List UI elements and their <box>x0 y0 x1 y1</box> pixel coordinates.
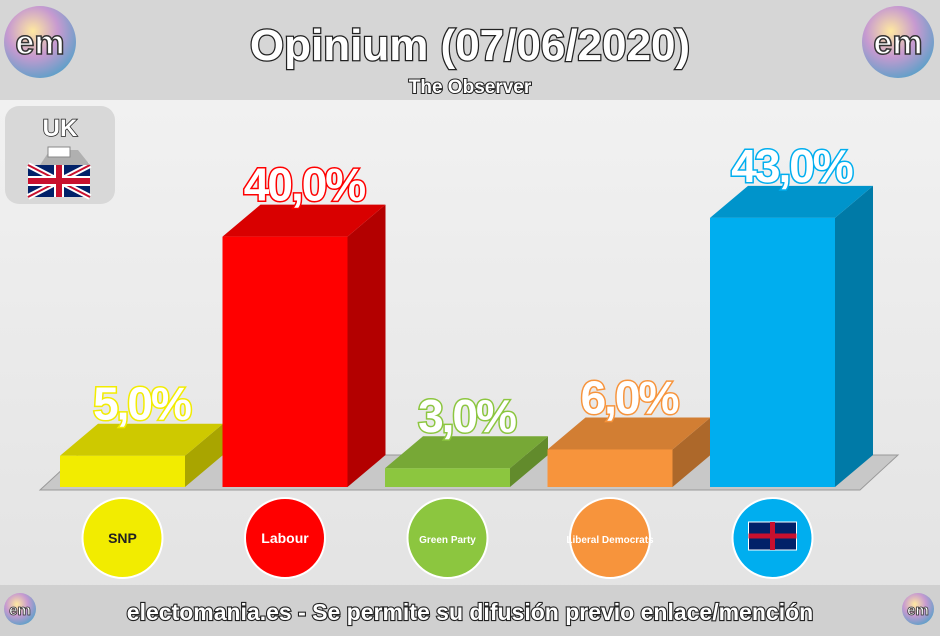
value-label: 3,0% <box>418 390 516 442</box>
bar-top <box>60 423 223 456</box>
logo <box>4 593 36 625</box>
logo-text: em <box>907 602 929 619</box>
value-label: 5,0% <box>93 378 191 430</box>
logo-text: em <box>9 602 31 619</box>
footer: electomania.es - Se permite su difusión … <box>127 599 813 625</box>
category-label: SNP <box>108 530 137 546</box>
bar <box>547 449 673 487</box>
footer-band <box>0 585 940 636</box>
category-label: Labour <box>261 530 309 546</box>
party-logo <box>244 497 326 579</box>
bar-top <box>710 185 873 218</box>
logo-text: em <box>15 24 64 62</box>
region-label: UK <box>43 115 78 142</box>
header-band <box>0 0 940 100</box>
chart-subtitle: The Observer <box>409 77 532 98</box>
bar-side <box>835 185 873 487</box>
logo-text: em <box>873 24 922 62</box>
bar <box>385 468 510 487</box>
value-label: 6,0% <box>581 371 679 423</box>
party-logo <box>406 497 489 579</box>
flag-cross <box>748 522 797 550</box>
category-label: Liberal Democrats <box>566 535 654 546</box>
bar <box>222 236 348 487</box>
bar-top <box>385 436 548 469</box>
value-label: 40,0% <box>244 159 366 211</box>
logo <box>862 6 934 78</box>
bar-side <box>347 204 386 487</box>
bar <box>710 217 835 487</box>
bar-side <box>185 423 223 487</box>
bar-top <box>222 204 386 237</box>
chart-title: Opinium (07/06/2020) <box>250 21 690 70</box>
bar-side <box>510 436 548 487</box>
bar-top <box>547 417 711 450</box>
category-label: Green Party <box>419 535 476 546</box>
bar-side <box>672 417 711 487</box>
logo <box>4 6 76 78</box>
ballot-box <box>26 146 92 200</box>
logo <box>902 593 934 625</box>
value-label: 43,0% <box>731 140 853 192</box>
bar <box>60 455 185 487</box>
party-logo <box>81 497 164 579</box>
party-logo <box>569 497 651 579</box>
